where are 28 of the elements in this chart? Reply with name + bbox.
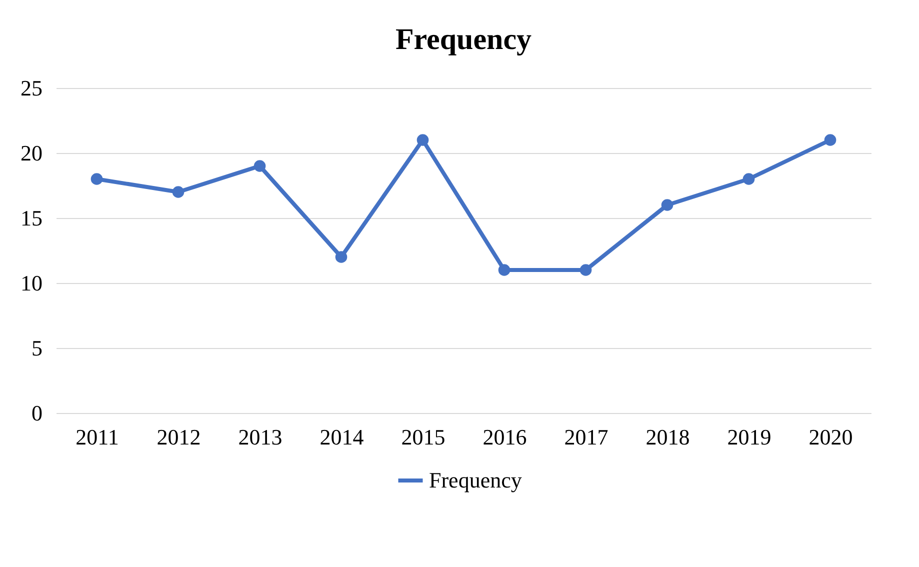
y-tick-label: 15 (20, 206, 42, 230)
x-tick-label: 2017 (564, 424, 608, 450)
x-tick-label: 2013 (238, 424, 282, 450)
y-tick-label: 25 (20, 76, 42, 100)
point (90, 173, 103, 185)
point (742, 173, 755, 185)
y-tick-label: 10 (20, 270, 42, 296)
y-tick-label: 5 (32, 336, 42, 360)
point (254, 160, 266, 172)
x-tick-label: 2020 (808, 424, 853, 450)
x-tick-label: 2014 (320, 424, 364, 450)
x-tick-label: 2012 (156, 424, 201, 450)
point (416, 134, 429, 146)
y-tick-label: 0 (32, 400, 42, 426)
x-tick-label: 2011 (76, 424, 119, 450)
x-tick-label: 2015 (401, 424, 446, 450)
x-tick-label: 2016 (482, 424, 527, 450)
chart-title: Frequency (395, 23, 532, 56)
point (661, 199, 674, 211)
point (172, 186, 184, 198)
point (335, 251, 348, 263)
point (824, 134, 836, 146)
x-tick-label: 2018 (646, 424, 690, 450)
point (498, 264, 510, 276)
y-tick-label: 20 (20, 140, 42, 166)
legend-label: Frequency (429, 468, 522, 492)
x-tick-label: 2019 (727, 424, 772, 450)
point (580, 264, 592, 276)
